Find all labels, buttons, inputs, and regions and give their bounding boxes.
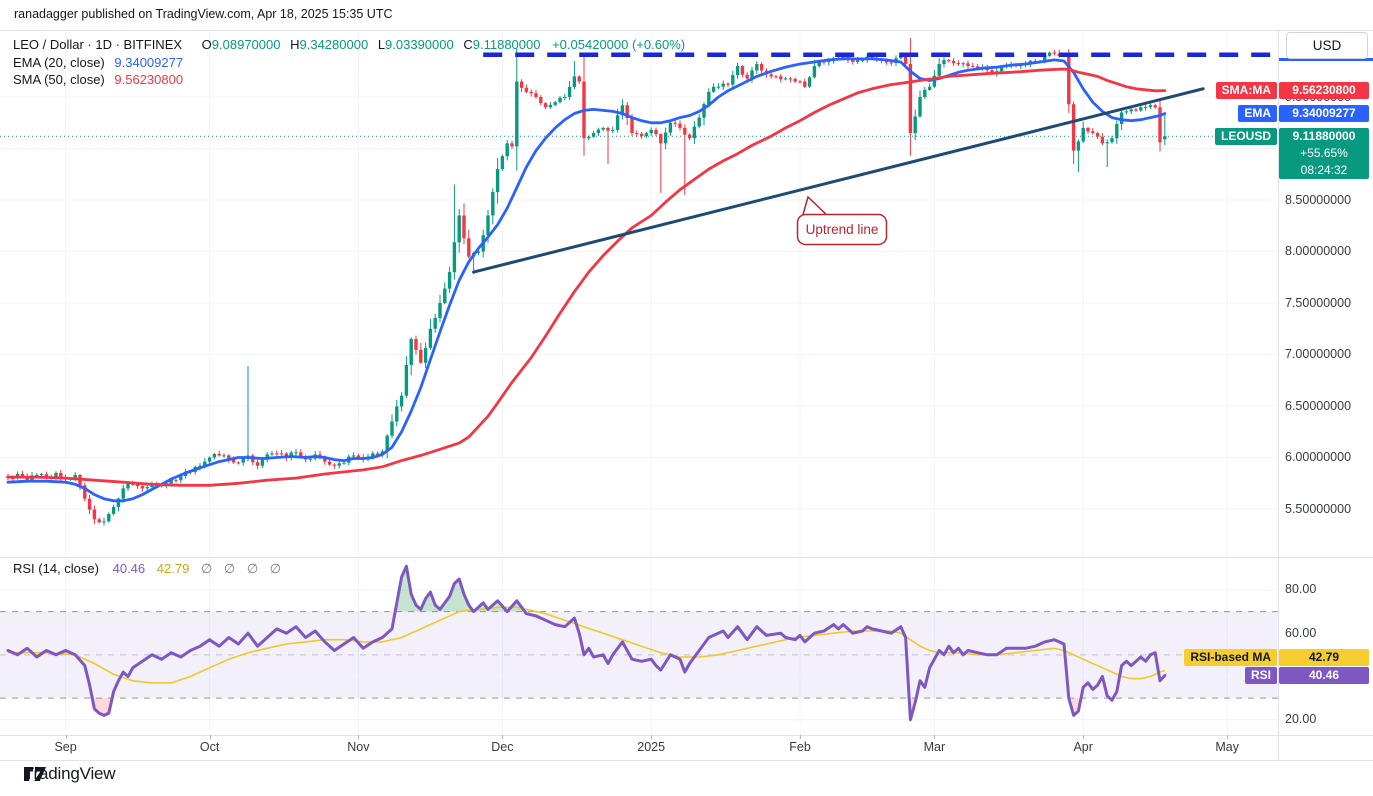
price-line-label-leousd: LEOUSD [1214,127,1277,145]
rsi-value: 40.46 [112,561,146,576]
close-label: C [463,37,473,52]
price-tick-8.5: 8.50000000 [1285,192,1352,207]
rsi-tick-80: 80.00 [1285,582,1317,597]
open-value: 9.08970000 [211,37,281,52]
chart-top-border [0,30,1373,31]
price-line-label-ema: EMA [1238,104,1277,122]
change-value: +0.05420000 (+0.60%) [552,37,686,52]
time-axis-tick-oct [209,735,211,739]
resistance-axis-level-line [1279,58,1373,61]
time-axis-label-may: May [1215,740,1239,754]
tradingview-logo-icon [24,767,46,781]
time-axis-label-feb: Feb [789,740,811,754]
time-axis-tick-nov [358,735,360,739]
rsi-line [6,564,1167,722]
time-axis-label-sep: Sep [54,740,77,754]
price-tick-6.5: 6.50000000 [1285,398,1352,413]
ema-legend-row[interactable]: EMA (20, close) 9.34009277 [13,54,685,72]
time-axis-tick-mar [934,735,936,739]
symbol-legend: LEO / Dollar · 1D · BITFINEX O9.08970000… [13,36,685,89]
rsi-ma-line [8,606,1166,684]
uptrend-trendline[interactable] [472,87,1205,274]
svg-text:Uptrend line: Uptrend line [806,222,879,237]
open-label: O [201,37,212,52]
price-tick-8: 8.00000000 [1285,244,1352,258]
time-axis-label-mar: Mar [923,740,946,754]
rsi-legend-row[interactable]: RSI (14, close) 40.46 42.79 ∅ ∅ ∅ ∅ [13,561,285,577]
low-value: 9.03390000 [385,37,454,52]
time-axis-label-2025: 2025 [637,740,666,754]
rsi-axis-badge-rsi-based-ma: 42.79 [1279,648,1369,666]
sma50-line [6,67,1167,487]
high-value: 9.34280000 [299,37,369,52]
price-axis-badge-sma:ma: 9.56230800 [1279,82,1369,100]
symbol-title: LEO / Dollar · 1D · BITFINEX [13,37,183,52]
time-axis-tick-apr [1083,735,1085,739]
time-axis-label-dec: Dec [491,740,514,754]
price-pane-canvas[interactable]: Uptrend line [0,30,1278,557]
price-tick-7: 7.00000000 [1285,347,1352,361]
price-line-label-sma:ma: SMA:MA [1215,82,1277,100]
price-tick-5.5: 5.50000000 [1285,501,1352,516]
high-label: H [290,37,300,52]
rsi-line-label-rsi: RSI [1244,666,1277,684]
time-axis-tick-sep [65,735,67,739]
low-label: L [377,37,386,52]
price-axis-badge-ema: 9.34009277 [1279,104,1369,122]
tradingview-logo[interactable]: TradingView [24,764,116,784]
ema20-line [6,57,1167,503]
time-axis-label-apr: Apr [1073,740,1093,754]
pane-separator[interactable] [0,557,1373,558]
price-axis-badge-leousd: 9.11880000 +55.65% 08:24:32 [1279,127,1369,179]
rsi-tick-20: 20.00 [1285,712,1317,727]
time-axis-tick-dec [502,735,504,739]
sma-legend-row[interactable]: SMA (50, close) 9.56230800 [13,71,685,89]
ema-value: 9.34009277 [114,54,184,70]
price-axis-border [1278,30,1279,760]
rsi-empty-params: ∅ ∅ ∅ ∅ [200,561,286,576]
price-tick-7.5: 7.50000000 [1285,295,1352,310]
close-value: 9.11880000 [472,37,541,52]
rsi-pane-canvas[interactable] [0,557,1278,735]
time-axis-bottom-border [0,760,1373,761]
time-axis-tick-feb [800,735,801,739]
rsi-line-label-rsi-based-ma: RSI-based MA [1184,648,1277,666]
ema-label: EMA (20, close) [13,54,105,70]
time-axis-tick-2025 [651,735,653,739]
sma-value: 9.56230800 [114,72,184,87]
rsi-ma-value: 42.79 [156,561,190,576]
time-axis-label-nov: Nov [347,740,370,754]
time-axis-label-oct: Oct [199,740,220,754]
price-tick-6: 6.00000000 [1285,450,1352,464]
rsi-title: RSI (14, close) [13,561,99,576]
rsi-tick-60: 60.00 [1285,625,1317,640]
symbol-legend-row[interactable]: LEO / Dollar · 1D · BITFINEX O9.08970000… [13,36,685,54]
time-axis-tick-may [1227,735,1229,739]
time-axis-top-border [0,735,1373,736]
uptrend-callout[interactable]: Uptrend line [796,195,888,246]
tradingview-logo-text: TradingView [24,764,116,783]
currency-axis-button[interactable]: USD [1286,32,1368,59]
attribution: ranadagger published on TradingView.com,… [14,7,393,21]
rsi-axis-badge-rsi: 40.46 [1279,666,1369,684]
sma-label: SMA (50, close) [13,72,105,87]
